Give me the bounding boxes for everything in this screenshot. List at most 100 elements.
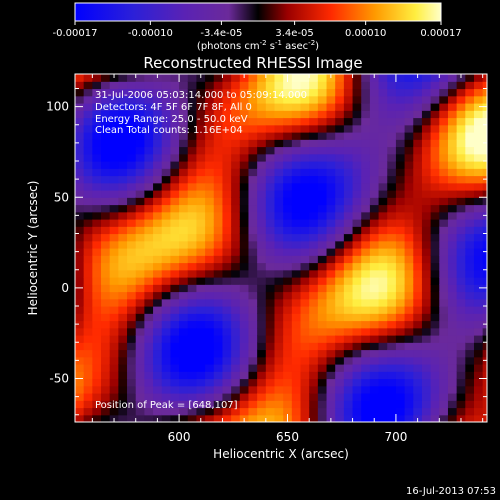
heatmap-cell [413, 284, 423, 293]
heatmap-cell [465, 248, 475, 256]
heatmap-cell [265, 132, 276, 140]
heatmap-cell [135, 335, 145, 343]
heatmap-cell [161, 139, 172, 148]
heatmap-cell [352, 356, 362, 365]
heatmap-cell [378, 400, 388, 409]
heatmap-cell [300, 146, 310, 155]
heatmap-cell [361, 103, 371, 111]
heatmap-cell [387, 298, 397, 307]
heatmap-cell [309, 81, 319, 90]
heatmap-cell [291, 146, 302, 155]
heatmap-cell [456, 298, 466, 307]
heatmap-cell [118, 182, 128, 191]
heatmap-cell [387, 378, 397, 387]
heatmap-cell [291, 226, 302, 235]
y-axis-label: Heliocentric Y (arcsec) [26, 181, 40, 316]
heatmap-cell [369, 103, 380, 111]
heatmap-cell [144, 103, 154, 111]
heatmap-cell [361, 161, 371, 169]
heatmap-cell [153, 139, 163, 148]
heatmap-cell [465, 190, 475, 198]
heatmap-cell [447, 414, 458, 422]
heatmap-cell [213, 219, 224, 227]
heatmap-cell [161, 211, 172, 220]
heatmap-cell [387, 240, 397, 249]
heatmap-cell [291, 327, 302, 336]
heatmap-cell [75, 291, 85, 300]
heatmap-cell [83, 182, 93, 191]
heatmap-cell [317, 414, 328, 422]
heatmap-cell [109, 356, 119, 365]
heatmap-cell [248, 291, 258, 300]
heatmap-cell [265, 400, 276, 409]
heatmap-cell [75, 378, 85, 387]
heatmap-cell [239, 153, 250, 162]
heatmap-cell [395, 262, 406, 271]
heatmap-cell [473, 342, 484, 351]
heatmap-cell [317, 400, 328, 409]
heatmap-cell [265, 269, 276, 278]
heatmap-cell [352, 168, 362, 177]
x-tick-label: 700 [384, 430, 407, 444]
heatmap-cell [387, 393, 397, 401]
heatmap-cell [317, 88, 328, 97]
heatmap-cell [109, 248, 119, 256]
heatmap-cell [456, 161, 466, 169]
heatmap-cell [135, 88, 145, 97]
heatmap-cell [335, 414, 345, 422]
heatmap-cell [473, 385, 484, 394]
heatmap-cell [231, 313, 241, 322]
heatmap-cell [361, 327, 371, 336]
heatmap-cell [326, 385, 336, 394]
heatmap-cell [239, 364, 250, 372]
heatmap-cell [404, 364, 414, 372]
heatmap-cell [439, 327, 449, 336]
heatmap-cell [309, 342, 319, 351]
heatmap-cell [118, 117, 128, 126]
heatmap-cell [326, 349, 336, 358]
heatmap-cell [257, 81, 267, 90]
heatmap-cell [335, 306, 345, 314]
heatmap-cell [482, 378, 487, 387]
colorbar-ticks: -0.00017 -0.00010 -3.4e-05 3.4e-05 0.00010 0.… [53, 21, 462, 39]
heatmap-cell [413, 233, 423, 242]
heatmap-cell [473, 204, 484, 213]
heatmap-cell [326, 407, 336, 416]
heatmap-cell [118, 284, 128, 293]
heatmap-cell [222, 291, 232, 300]
heatmap-cell [213, 74, 224, 82]
heatmap-cell [291, 74, 302, 82]
heatmap-cell [309, 320, 319, 329]
heatmap-cell [187, 327, 198, 336]
heatmap-cell [231, 291, 241, 300]
heatmap-cell [447, 168, 458, 177]
heatmap-cell [127, 291, 137, 300]
heatmap-cell [179, 168, 189, 177]
heatmap-cell [317, 240, 328, 249]
heatmap-cell [369, 393, 380, 401]
heatmap-cell [187, 269, 198, 278]
heatmap-cell [421, 407, 432, 416]
heatmap-cell [352, 298, 362, 307]
heatmap-cell [326, 226, 336, 235]
heatmap-cell [83, 335, 93, 343]
heatmap-cell [473, 356, 484, 365]
heatmap-cell [335, 103, 345, 111]
heatmap-cell [335, 342, 345, 351]
heatmap-cell [248, 306, 258, 314]
heatmap-cell [222, 74, 232, 82]
heatmap-cell [343, 95, 354, 104]
heatmap-cell [213, 400, 224, 409]
heatmap-cell [101, 139, 111, 148]
heatmap-cell [361, 175, 371, 184]
heatmap-cell [413, 103, 423, 111]
heatmap-cell [352, 327, 362, 336]
heatmap-cell [153, 226, 163, 235]
heatmap-cell [135, 414, 145, 422]
heatmap-cell [205, 356, 215, 365]
heatmap-cell [109, 175, 119, 184]
heatmap-cell [274, 356, 284, 365]
heatmap-cell [361, 349, 371, 358]
heatmap-cell [274, 132, 284, 140]
heatmap-cell [413, 393, 423, 401]
